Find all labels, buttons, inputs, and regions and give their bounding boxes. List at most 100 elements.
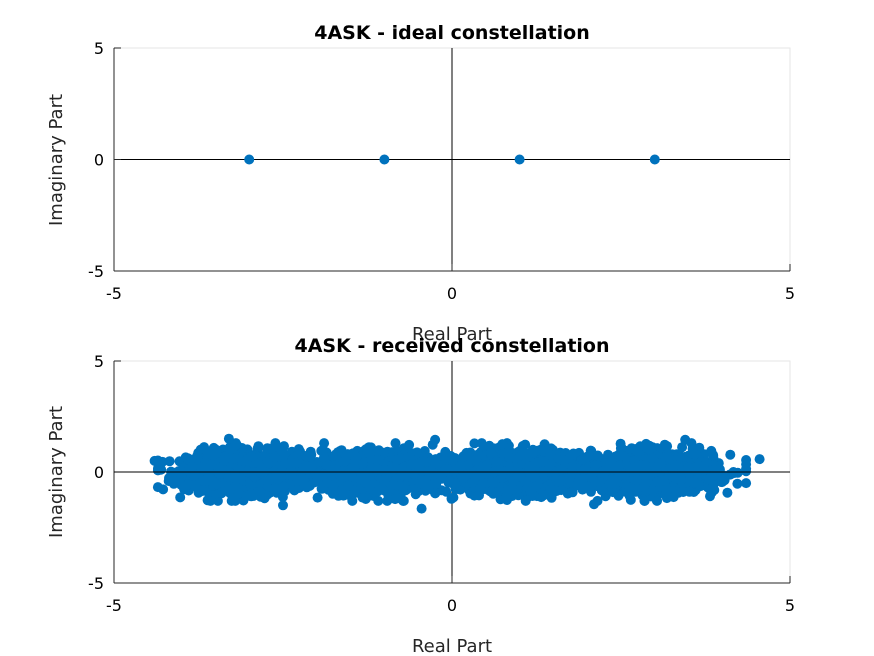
data-point <box>470 454 481 465</box>
data-point <box>199 442 210 453</box>
data-point <box>382 495 393 506</box>
data-point <box>390 494 401 505</box>
data-point <box>182 454 193 465</box>
data-point <box>378 465 389 476</box>
data-point <box>277 492 288 502</box>
data-point <box>454 461 465 472</box>
data-point <box>387 462 397 473</box>
data-point <box>347 471 358 482</box>
data-point <box>350 486 361 497</box>
data-point <box>270 484 281 494</box>
data-point <box>187 461 197 472</box>
data-point <box>528 447 538 458</box>
data-point <box>523 461 534 472</box>
ideal-points <box>244 154 660 165</box>
data-point <box>705 491 715 502</box>
data-point <box>359 477 370 487</box>
data-point <box>198 475 209 486</box>
data-point <box>387 480 398 491</box>
data-point <box>318 469 329 480</box>
data-point <box>722 487 733 498</box>
data-point <box>391 454 402 465</box>
data-point <box>328 480 339 491</box>
data-point <box>458 451 469 462</box>
data-point <box>366 454 377 465</box>
data-point <box>235 473 246 484</box>
data-point <box>476 438 487 449</box>
data-point <box>504 465 515 476</box>
data-point <box>556 485 567 496</box>
data-point <box>276 446 287 456</box>
y-tick-label: 0 <box>94 151 104 170</box>
subplot-ideal: 4ASK - ideal constellation 5 0 -5 -5 0 5… <box>46 22 795 345</box>
data-point <box>216 487 227 498</box>
data-point <box>486 448 496 459</box>
data-point <box>497 439 508 450</box>
y-tick-label: -5 <box>88 262 104 281</box>
data-point <box>269 452 280 463</box>
data-point <box>305 451 316 462</box>
data-point <box>306 461 317 472</box>
data-point <box>246 489 257 500</box>
data-point <box>253 441 264 452</box>
data-point <box>318 453 329 464</box>
data-point <box>170 476 181 487</box>
data-point <box>545 449 556 460</box>
data-point <box>229 440 240 451</box>
data-point <box>219 455 229 466</box>
data-point <box>278 482 289 492</box>
data-point <box>329 463 340 474</box>
data-point <box>205 495 216 506</box>
data-point <box>520 439 531 450</box>
subplot-received: 4ASK - received constellation 5 0 -5 -5 … <box>46 335 795 656</box>
data-point <box>356 467 367 478</box>
data-point <box>334 446 345 457</box>
data-point <box>538 490 549 501</box>
data-point <box>292 475 303 486</box>
data-point <box>318 444 329 455</box>
data-point <box>379 154 390 165</box>
x-tick-label: 5 <box>785 284 795 303</box>
data-point <box>462 460 473 471</box>
data-point <box>525 486 536 497</box>
data-point <box>469 438 480 449</box>
data-point <box>418 456 429 467</box>
data-point <box>254 486 265 497</box>
data-point <box>197 486 208 496</box>
data-point <box>211 479 222 490</box>
data-point <box>335 471 346 482</box>
x-tick-label: 0 <box>447 284 457 303</box>
data-point <box>175 468 186 479</box>
data-point <box>390 438 401 449</box>
data-point <box>164 456 175 467</box>
data-point <box>207 450 218 461</box>
data-point <box>725 449 736 460</box>
data-point <box>487 477 498 488</box>
data-point <box>406 459 417 470</box>
data-point <box>343 480 354 491</box>
data-point <box>289 458 300 469</box>
data-point <box>649 154 660 165</box>
data-point <box>513 471 524 482</box>
data-point <box>246 451 257 462</box>
data-point <box>520 448 531 459</box>
data-point <box>495 465 506 476</box>
data-point <box>231 480 242 491</box>
data-point <box>183 479 194 490</box>
data-point <box>441 486 452 497</box>
data-point <box>206 459 217 470</box>
received-points <box>149 433 765 514</box>
data-point <box>514 154 525 165</box>
data-point <box>741 466 752 477</box>
data-point <box>270 438 281 449</box>
data-point <box>404 439 415 450</box>
data-point <box>338 490 349 501</box>
data-point <box>398 495 409 506</box>
x-tick-label: -5 <box>106 284 122 303</box>
data-point <box>491 456 502 467</box>
data-point <box>504 452 515 463</box>
data-point <box>432 458 442 469</box>
data-point <box>152 465 163 476</box>
data-point <box>175 492 186 503</box>
